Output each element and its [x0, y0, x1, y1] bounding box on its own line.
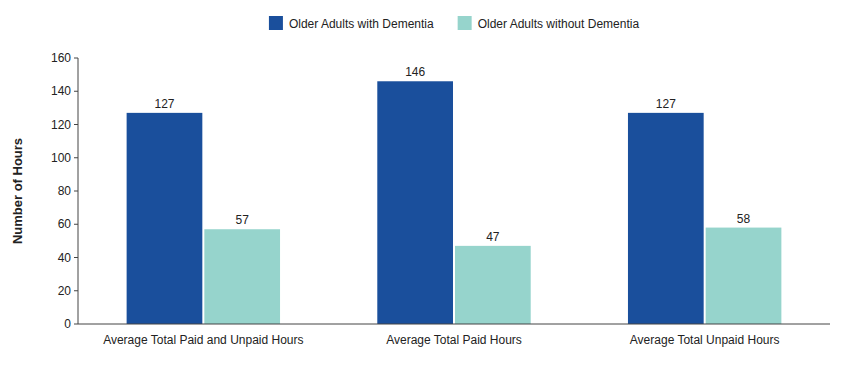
bar	[377, 81, 453, 324]
chart-container: 127 146 127 57 47 58 0 20 40 60 80 100 120 140 160 Aver…	[0, 0, 850, 368]
bar	[127, 113, 203, 324]
data-label: 146	[405, 65, 425, 79]
y-tick	[74, 324, 78, 325]
y-tick-label: 0	[64, 317, 71, 331]
x-tick-label: Average Total Paid Hours	[386, 333, 522, 347]
chart-svg: 127 146 127 57 47 58 0 20 40 60 80 100 120 140 160 Aver…	[0, 0, 850, 368]
y-tick	[74, 157, 78, 158]
legend-label: Older Adults with Dementia	[289, 17, 434, 31]
data-label: 127	[154, 97, 174, 111]
x-tick-label: Average Total Unpaid Hours	[630, 333, 780, 347]
legend: Older Adults with Dementia Older Adults w…	[269, 16, 639, 31]
y-tick-label: 40	[58, 251, 72, 265]
bar	[455, 246, 531, 324]
axes: 0 20 40 60 80 100 120 140 160 Average Total Paid …	[51, 51, 830, 347]
page: {"chart_data": {"type": "bar", "categori…	[0, 0, 850, 368]
legend-swatch	[269, 16, 283, 30]
y-tick-label: 160	[51, 51, 71, 65]
y-tick-label: 80	[58, 184, 72, 198]
data-label: 47	[486, 230, 500, 244]
x-tick-label: Average Total Paid and Unpaid Hours	[103, 333, 303, 347]
y-tick	[74, 58, 78, 59]
bars	[127, 81, 782, 324]
y-tick	[74, 224, 78, 225]
data-labels: 127 146 127 57 47 58	[154, 65, 750, 244]
bar	[204, 229, 280, 324]
y-tick-label: 120	[51, 118, 71, 132]
y-tick	[74, 124, 78, 125]
legend-swatch	[458, 16, 472, 30]
bar	[706, 228, 782, 324]
y-tick	[74, 257, 78, 258]
x-axis-line	[78, 324, 830, 325]
data-label: 127	[656, 97, 676, 111]
y-tick-label: 100	[51, 151, 71, 165]
y-tick-label: 60	[58, 217, 72, 231]
y-tick	[74, 91, 78, 92]
y-tick	[74, 290, 78, 291]
data-label: 57	[236, 213, 250, 227]
legend-label: Older Adults without Dementia	[478, 17, 640, 31]
y-tick-label: 140	[51, 84, 71, 98]
data-label: 58	[737, 212, 751, 226]
y-tick	[74, 191, 78, 192]
y-axis-label: Number of Hours	[10, 138, 25, 244]
y-tick-label: 20	[58, 284, 72, 298]
bar	[628, 113, 704, 324]
